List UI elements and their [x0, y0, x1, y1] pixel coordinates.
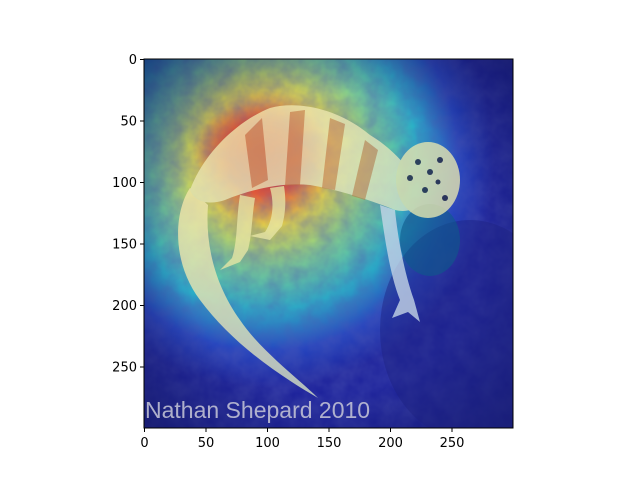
x-tick-label: 0: [140, 436, 148, 451]
x-tick-label: 50: [198, 436, 215, 451]
x-tick-label: 150: [317, 436, 342, 451]
x-tick-label: 250: [440, 436, 465, 451]
x-tick-label: 100: [255, 436, 280, 451]
y-tick-label: 200: [112, 299, 137, 314]
watermark-text: Nathan Shepard 2010: [145, 397, 370, 423]
y-tick-label: 150: [112, 238, 137, 253]
y-tick-label: 250: [112, 361, 137, 376]
heatmap-image: Nathan Shepard 2010: [144, 59, 560, 440]
y-tick-label: 50: [120, 115, 137, 130]
x-axis: 0 50 100 150 200 250: [140, 428, 464, 451]
y-axis: 0 50 100 150 200 250: [112, 53, 144, 376]
y-tick-label: 100: [112, 176, 137, 191]
x-tick-label: 200: [378, 436, 403, 451]
y-tick-label: 0: [129, 53, 137, 68]
